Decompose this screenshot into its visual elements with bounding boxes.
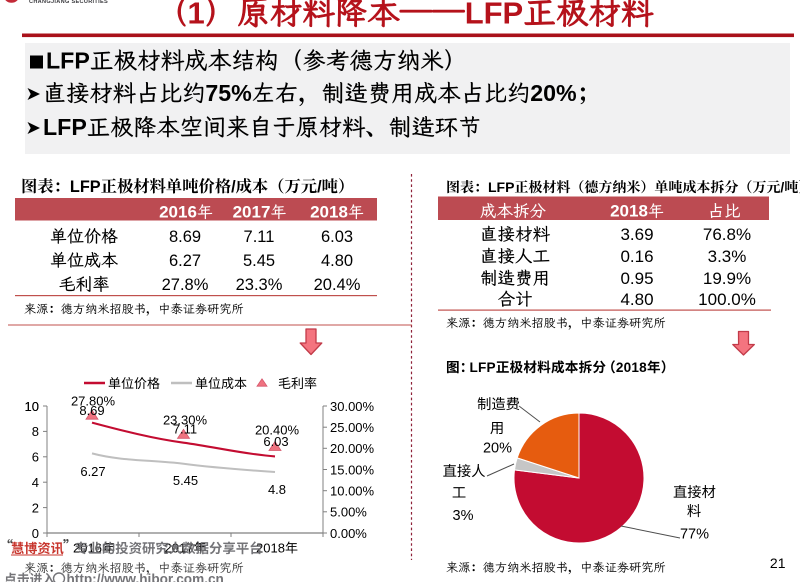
svg-text:4.80: 4.80 <box>321 252 353 270</box>
svg-text:100.0%: 100.0% <box>698 290 756 309</box>
svg-text:77%: 77% <box>680 527 709 543</box>
svg-text:20.00%: 20.00% <box>330 441 375 456</box>
svg-text:0: 0 <box>32 526 39 541</box>
svg-text:8: 8 <box>32 424 39 439</box>
svg-text:3.3%: 3.3% <box>708 247 747 266</box>
svg-text:2018: 2018 <box>256 541 285 556</box>
svg-text:19.9%: 19.9% <box>703 269 751 288</box>
svg-text:8.69: 8.69 <box>169 228 201 246</box>
svg-text:LFP: LFP <box>43 114 87 140</box>
svg-text:2: 2 <box>32 500 39 515</box>
svg-text:30.00%: 30.00% <box>330 399 375 414</box>
svg-text:5.00%: 5.00% <box>330 505 367 520</box>
svg-text:0.00%: 0.00% <box>330 526 367 541</box>
svg-text:6.03: 6.03 <box>321 228 353 246</box>
svg-text:8.69: 8.69 <box>79 403 104 418</box>
svg-text:/: / <box>317 178 322 196</box>
svg-text:27.8%: 27.8% <box>162 276 209 294</box>
svg-text:3.69: 3.69 <box>620 225 653 244</box>
svg-text:6.27: 6.27 <box>80 464 105 479</box>
svg-text:20.40%: 20.40% <box>255 423 300 438</box>
svg-text:4.80: 4.80 <box>620 290 653 309</box>
svg-text:4: 4 <box>32 475 39 490</box>
svg-text:LFP: LFP <box>70 178 101 196</box>
svg-text:CHANGJIANG SECURITIES: CHANGJIANG SECURITIES <box>29 0 108 5</box>
svg-text:2018: 2018 <box>616 360 647 375</box>
svg-text:20%: 20% <box>483 441 512 457</box>
svg-text:75%: 75% <box>205 80 251 106</box>
svg-text:/: / <box>780 179 784 195</box>
svg-text:4.8: 4.8 <box>268 482 286 497</box>
svg-text:LFP: LFP <box>465 0 524 31</box>
svg-text:2018: 2018 <box>310 203 348 222</box>
svg-text:6: 6 <box>32 450 39 465</box>
svg-text:20.4%: 20.4% <box>314 276 361 294</box>
svg-text:/: / <box>231 178 236 196</box>
svg-text:6.27: 6.27 <box>169 252 201 270</box>
svg-text:23.30%: 23.30% <box>163 413 208 428</box>
svg-text:5.45: 5.45 <box>243 252 275 270</box>
svg-text:7.11: 7.11 <box>244 228 275 246</box>
svg-text:LFP: LFP <box>470 360 496 375</box>
svg-text:23.3%: 23.3% <box>236 276 283 294</box>
svg-text:10.00%: 10.00% <box>330 484 375 499</box>
svg-text:LFP: LFP <box>46 48 90 74</box>
svg-text:0.95: 0.95 <box>620 269 653 288</box>
svg-text:27.80%: 27.80% <box>71 394 116 409</box>
svg-text:21: 21 <box>770 555 786 571</box>
svg-text:5.45: 5.45 <box>173 473 198 488</box>
svg-text:2016: 2016 <box>159 203 197 222</box>
svg-text:2018: 2018 <box>610 202 648 221</box>
svg-text:3%: 3% <box>453 508 474 524</box>
svg-text:10: 10 <box>25 399 39 414</box>
svg-text:0.16: 0.16 <box>620 247 653 266</box>
svg-text:20%: 20% <box>530 80 576 106</box>
svg-text:2017: 2017 <box>233 203 271 222</box>
svg-text:10: 10 <box>25 399 39 414</box>
svg-text:LFP: LFP <box>488 179 514 195</box>
svg-text:15.00%: 15.00% <box>330 462 375 477</box>
svg-text:6.03: 6.03 <box>263 434 288 449</box>
svg-text:76.8%: 76.8% <box>703 225 751 244</box>
svg-text:1: 1 <box>188 0 205 31</box>
svg-text:7.11: 7.11 <box>173 422 197 437</box>
svg-text:25.00%: 25.00% <box>330 420 375 435</box>
svg-text:http://www.hibor.com.cn: http://www.hibor.com.cn <box>67 572 224 582</box>
